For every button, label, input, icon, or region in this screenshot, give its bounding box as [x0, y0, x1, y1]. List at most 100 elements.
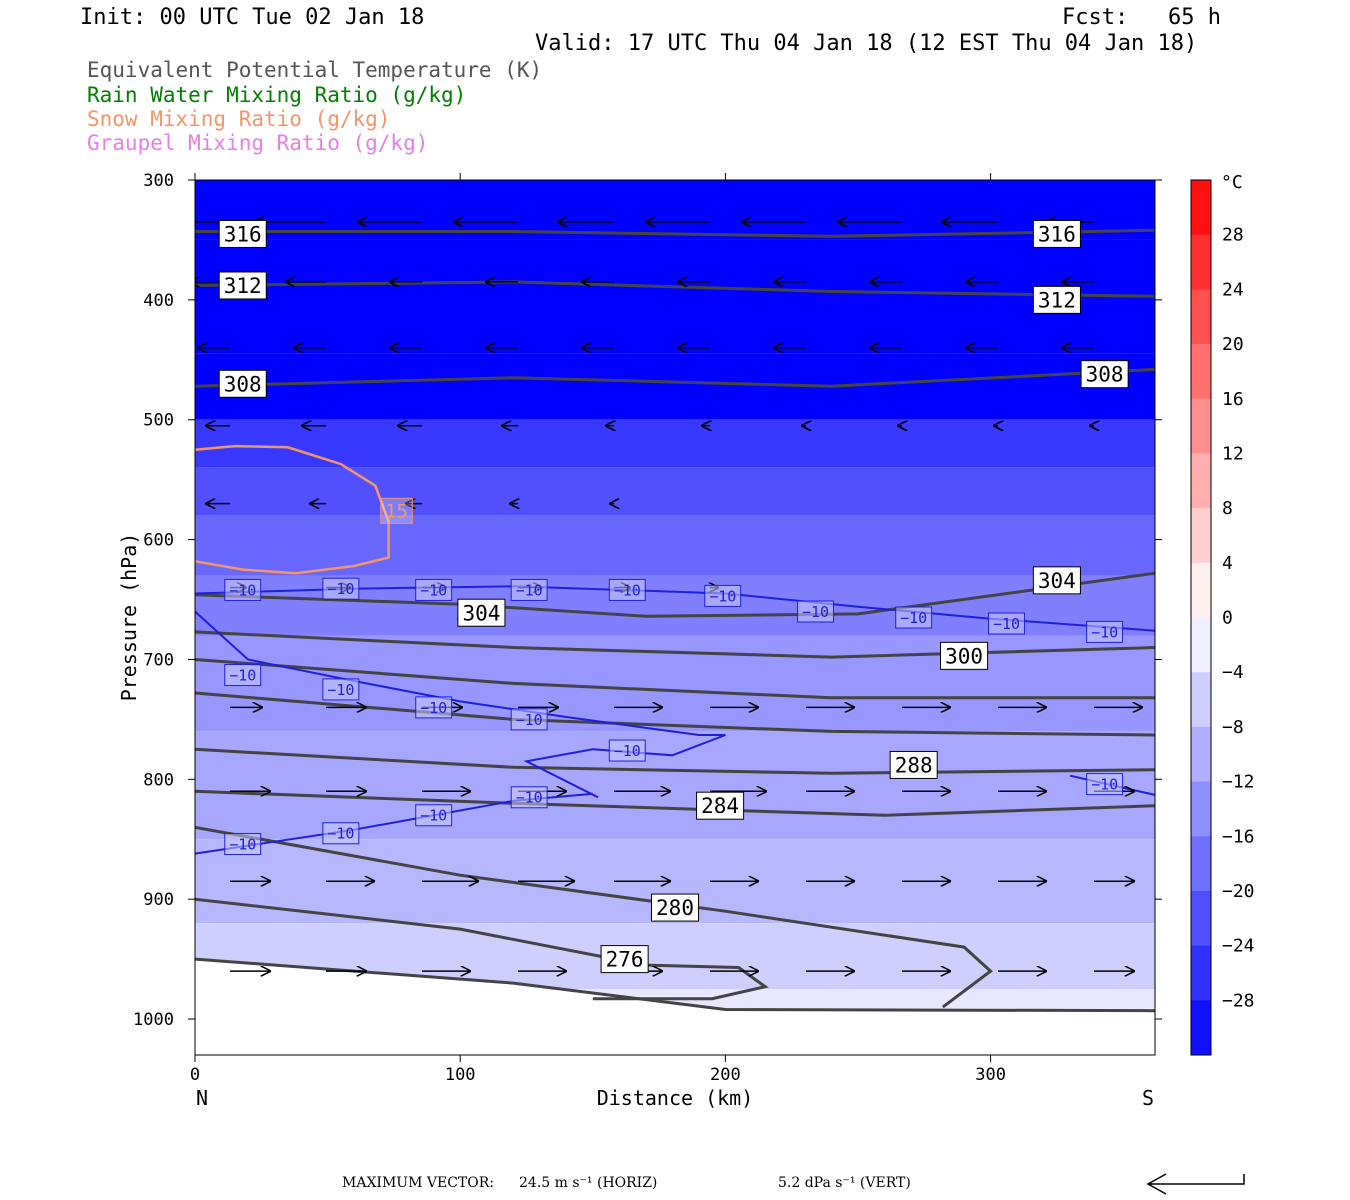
colorbar-swatch: [1191, 1000, 1211, 1056]
snow-label: 15: [385, 501, 408, 523]
temperature-label: −10: [993, 615, 1020, 633]
colorbar-label: 8: [1222, 498, 1233, 519]
theta-e-label: 308: [224, 372, 262, 396]
temperature-label: −10: [900, 609, 927, 627]
temperature-label-box: [1086, 620, 1124, 643]
theta-e-label-box: [218, 271, 267, 300]
temperature-band: [195, 515, 1155, 576]
max-vector-label: MAXIMUM VECTOR:: [342, 1175, 494, 1191]
theta-e-label: 304: [1038, 569, 1076, 593]
y-tick-label: 800: [143, 770, 174, 790]
colorbar-swatch: [1191, 453, 1211, 509]
theta-e-label-box: [218, 369, 267, 398]
colorbar-swatch: [1191, 180, 1211, 236]
temperature-label-box: [224, 578, 262, 601]
colorbar-swatch: [1191, 344, 1211, 400]
theta-e-label-box: [457, 598, 506, 627]
theta-e-contour-line: [195, 897, 769, 1001]
x-tick-label: 200: [710, 1065, 741, 1085]
theta-e-label-box: [1032, 219, 1081, 248]
x-tick-label: 300: [975, 1065, 1006, 1085]
temperature-label: −10: [327, 825, 354, 843]
temperature-label-box: [608, 739, 646, 762]
contour-labels: 316 316 312 312 308 308 304 304 300 288 284 280 276 −…: [218, 219, 1129, 974]
x-tick-label: 100: [445, 1065, 476, 1085]
y-tick-label: 700: [143, 650, 174, 670]
field-label-theta-e: Equivalent Potential Temperature (K): [87, 58, 543, 82]
theta-e-label-box: [218, 219, 267, 248]
max-vector-horiz: 24.5 m s⁻¹ (HORIZ): [519, 1175, 658, 1191]
colorbar-label: −16: [1222, 826, 1255, 847]
snow-label-box: [380, 497, 413, 524]
colorbar-label: −20: [1222, 881, 1255, 902]
temperature-label-box: [704, 584, 742, 607]
theta-e-label-box: [650, 893, 700, 922]
colorbar-swatch: [1191, 945, 1211, 1001]
temperature-label-box: [415, 578, 453, 601]
temperature-label-box: [510, 786, 548, 809]
theta-e-label: 316: [224, 222, 262, 246]
y-tick-label: 300: [143, 171, 174, 191]
colorbar-swatch: [1191, 398, 1211, 454]
colorbar-label: 4: [1222, 553, 1233, 574]
temperature-label-box: [322, 577, 360, 600]
temperature-label: −10: [516, 581, 543, 599]
colorbar-label: 12: [1222, 443, 1244, 464]
field-label-graupel: Graupel Mixing Ratio (g/kg): [87, 131, 429, 155]
theta-e-label: 280: [656, 896, 694, 920]
theta-e-label-box: [1032, 566, 1081, 595]
temperature-label-box: [224, 664, 262, 687]
temperature-band: [195, 419, 1155, 468]
theta-e-contour-line: [195, 228, 1155, 238]
temperature-band: [195, 467, 1155, 516]
colorbar-swatch: [1191, 726, 1211, 783]
colorbar-unit: °C: [1221, 172, 1243, 193]
colorbar-swatch: [1191, 508, 1211, 564]
temperature-band: [195, 180, 1155, 240]
axes: 300 400 500 600 700 800 900 1000 0 100 200 300 Dista…: [117, 171, 1162, 1110]
theta-e-label-box: [889, 750, 938, 779]
forecast-hour-label: Fcst: 65 h: [1062, 5, 1221, 30]
theta-e-contour-line: [195, 691, 1155, 737]
temperature-label: −10: [327, 580, 354, 598]
colorbar-label: −24: [1222, 936, 1255, 957]
temperature-label: −10: [614, 581, 641, 599]
colorbar-swatch: [1191, 781, 1211, 837]
temperature-label: −10: [709, 587, 736, 605]
temperature-label: −10: [802, 603, 829, 621]
temperature-label-box: [608, 578, 646, 601]
theta-e-label: 300: [945, 644, 983, 668]
colorbar-frame: [1190, 179, 1212, 1056]
temperature-label-box: [510, 578, 548, 601]
plot-frame: [194, 179, 1156, 1056]
colorbar-swatch: [1191, 672, 1211, 728]
max-vector-vert: 5.2 dPa s⁻¹ (VERT): [778, 1175, 911, 1191]
colorbar-swatch: [1191, 836, 1211, 892]
temperature-label: −10: [420, 807, 447, 825]
theta-e-label: 316: [1038, 222, 1076, 246]
temperature-label: −10: [516, 789, 543, 807]
temperature-label-box: [224, 833, 262, 856]
y-tick-label: 500: [143, 411, 174, 431]
theta-e-label-box: [696, 791, 745, 820]
theta-e-contour-line: [195, 747, 1155, 775]
temperature-label: −10: [516, 711, 543, 729]
colorbar-label: 20: [1222, 334, 1244, 355]
theta-e-label: 284: [701, 794, 739, 818]
colorbar-swatch: [1191, 289, 1211, 345]
theta-e-label: 288: [895, 753, 933, 777]
temperature-label-box: [895, 606, 933, 629]
theta-e-label: 312: [224, 274, 262, 298]
colorbar-label: −28: [1222, 990, 1255, 1011]
temperature-label: −10: [229, 666, 256, 684]
snow-contours: [195, 444, 390, 575]
temperature-label-box: [797, 600, 835, 623]
theta-e-contour-line: [195, 571, 1155, 618]
colorbar-swatch: [1191, 890, 1211, 947]
theta-e-contour-line: [195, 658, 1155, 700]
temperature-label-box: [322, 678, 360, 701]
colorbar-label: −8: [1222, 717, 1244, 738]
colorbar-swatch: [1191, 562, 1211, 618]
temperature-contour-line: [195, 610, 726, 799]
